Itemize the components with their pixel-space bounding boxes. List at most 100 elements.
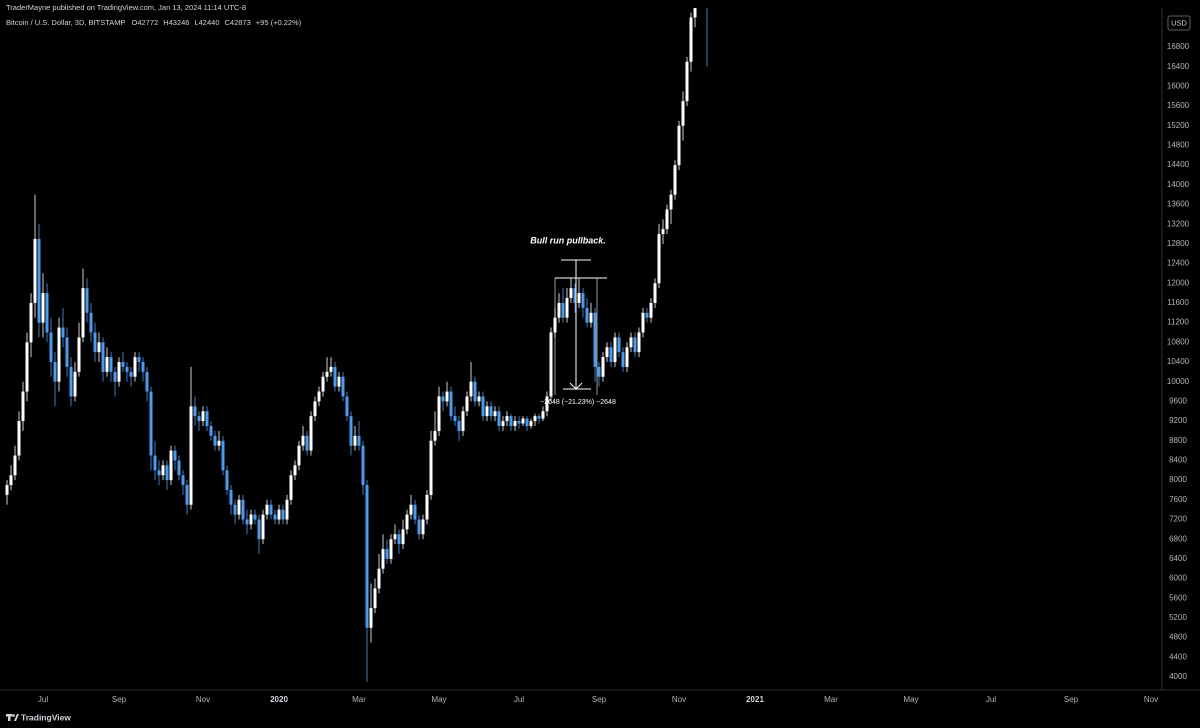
candle-body [693, 8, 697, 18]
candle-body [585, 307, 589, 323]
candle-body [681, 101, 685, 126]
candle-body [557, 302, 561, 318]
candle-body [217, 440, 221, 446]
candle-body [153, 455, 157, 471]
x-tick-label: Sep [592, 695, 607, 704]
y-tick-label: 14800 [1167, 141, 1190, 150]
quote-value: +95 (+0.22%) [256, 18, 302, 27]
logo-part [12, 714, 15, 717]
candle-body [497, 411, 501, 426]
candle-body [669, 194, 673, 210]
candle-body [193, 406, 197, 417]
candle-body [565, 298, 569, 318]
candle-body [381, 549, 385, 569]
candle-body [685, 61, 689, 102]
candle-body [317, 391, 321, 402]
candle-body [677, 125, 681, 166]
candle-body [469, 381, 473, 397]
candle-body [101, 342, 105, 372]
y-tick-label: 13200 [1167, 219, 1190, 228]
candle-body [137, 357, 141, 362]
candle-body [125, 366, 129, 372]
candle-body [509, 416, 513, 426]
candle-body [637, 332, 641, 353]
candle-body [21, 391, 25, 422]
candle-body [385, 549, 389, 559]
candle-body [49, 332, 53, 362]
candle-body [689, 17, 693, 62]
candle-body [393, 534, 397, 540]
candle-body [297, 445, 301, 466]
candle-body [365, 485, 369, 628]
y-tick-label: 8000 [1169, 475, 1187, 484]
candle-body [237, 499, 241, 515]
y-tick-label: 5200 [1169, 613, 1187, 622]
candle-body [85, 288, 89, 313]
x-tick-label: Sep [112, 695, 127, 704]
candle-body [421, 519, 425, 535]
y-tick-label: 4000 [1169, 672, 1187, 681]
candle-body [461, 411, 465, 431]
candle-body [649, 302, 653, 318]
logo-part [8, 714, 11, 721]
candle-body [477, 396, 481, 402]
candle-body [541, 411, 545, 419]
candle-body [349, 416, 353, 446]
candle-body [177, 460, 181, 476]
x-tick-label: Sep [1064, 695, 1079, 704]
candle-body [573, 288, 577, 303]
candle-body [129, 371, 133, 377]
candle-body [301, 435, 305, 446]
candle-body [53, 361, 57, 382]
candle-body [325, 371, 329, 377]
candle-body [81, 288, 85, 338]
candle-body [457, 421, 461, 431]
candle-body [145, 371, 149, 392]
footer-logo [6, 714, 19, 721]
candle-body [273, 514, 277, 520]
candle-body [185, 485, 189, 505]
y-tick-label: 6000 [1169, 574, 1187, 583]
candle-body [489, 406, 493, 417]
candle-body [281, 509, 285, 520]
candle-body [485, 406, 489, 417]
measure-arrow [569, 382, 583, 390]
candle-body [501, 421, 505, 426]
candle-body [521, 418, 525, 424]
candle-body [433, 430, 437, 441]
candle-body [641, 312, 645, 333]
x-tick-label: 2020 [270, 695, 288, 704]
candle-body [261, 514, 265, 540]
candle-body [577, 293, 581, 303]
candle-body [321, 376, 325, 392]
y-tick-label: 16000 [1167, 81, 1190, 90]
y-tick-label: 8800 [1169, 436, 1187, 445]
x-tick-label: Jul [514, 695, 524, 704]
candle-body [269, 504, 273, 515]
candle-body [121, 361, 125, 367]
candle-body [449, 391, 453, 417]
y-tick-label: 15600 [1167, 101, 1190, 110]
measure-tool [554, 259, 607, 395]
candle-body [605, 347, 609, 358]
x-tick-label: 2021 [746, 695, 764, 704]
header: TraderMayne published on TradingView.com… [6, 3, 246, 12]
candle-body [473, 381, 477, 402]
candle-body [13, 455, 17, 476]
candle-body [389, 539, 393, 559]
candle-body [161, 465, 165, 476]
candle-body [233, 504, 237, 515]
quote-value: H43246 [163, 18, 189, 27]
y-tick-label: 4400 [1169, 652, 1187, 661]
candle-body [593, 312, 597, 367]
candle-body [529, 421, 533, 426]
candle-body [373, 588, 377, 609]
candle-body [289, 475, 293, 500]
x-tick-label: Mar [352, 695, 366, 704]
candle-body [141, 361, 145, 372]
candle-body [305, 435, 309, 451]
candle-body [189, 406, 193, 505]
candle-body [285, 499, 289, 520]
currency-box [1167, 15, 1191, 31]
